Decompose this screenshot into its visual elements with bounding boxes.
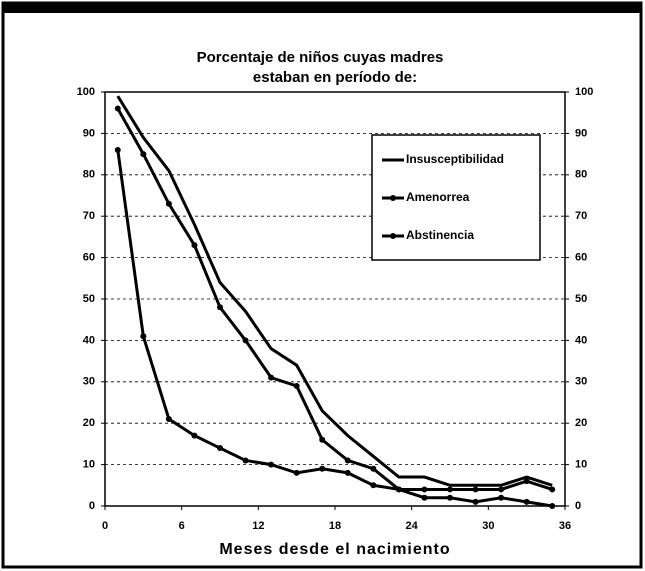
point-marker xyxy=(242,457,249,464)
point-marker xyxy=(498,494,505,501)
point-marker xyxy=(421,494,428,501)
y2-tick-label: 50 xyxy=(575,293,587,305)
point-marker xyxy=(140,333,147,340)
point-marker xyxy=(165,200,172,207)
plot-area xyxy=(104,91,566,507)
point-marker xyxy=(217,304,223,311)
top-bar xyxy=(3,3,641,13)
y-tick-label: 30 xyxy=(83,376,95,388)
point-marker xyxy=(370,482,377,489)
y-tick-label: 70 xyxy=(83,210,95,222)
point-marker xyxy=(523,498,530,505)
y-tick-label: 100 xyxy=(77,86,95,98)
y2-tick-label: 70 xyxy=(575,210,587,222)
point-marker xyxy=(114,105,121,112)
point-marker xyxy=(395,486,402,493)
point-marker xyxy=(319,436,326,443)
point-marker xyxy=(242,337,249,344)
y2-tick-label: 10 xyxy=(575,459,587,471)
point-marker xyxy=(447,486,453,493)
point-marker xyxy=(472,498,479,505)
point-marker xyxy=(191,432,198,439)
legend-marker xyxy=(390,233,396,239)
legend-label: Insusceptibilidad xyxy=(406,152,504,166)
point-marker xyxy=(344,457,351,464)
y-tick-label: 20 xyxy=(83,417,95,429)
y2-tick-label: 60 xyxy=(575,252,587,264)
x-tick-label: 36 xyxy=(559,520,571,532)
point-marker xyxy=(421,486,428,493)
legend-marker xyxy=(390,195,396,201)
series-line xyxy=(116,149,553,508)
y2-tick-label: 20 xyxy=(575,417,587,429)
x-tick-label: 18 xyxy=(329,520,341,532)
point-marker xyxy=(293,469,300,476)
chart-title: Porcentaje de niños cuyas madres xyxy=(197,49,444,66)
chart-title: estaban en período de: xyxy=(253,69,417,86)
point-marker xyxy=(523,478,530,485)
series-line xyxy=(116,95,553,487)
series-line xyxy=(116,107,553,491)
point-marker xyxy=(268,374,275,381)
point-marker xyxy=(165,416,172,423)
y2-tick-label: 90 xyxy=(575,127,587,139)
y-tick-label: 60 xyxy=(83,252,95,264)
y2-tick-label: 30 xyxy=(575,376,587,388)
point-marker xyxy=(472,486,479,493)
x-tick-label: 12 xyxy=(252,520,264,532)
x-tick-label: 0 xyxy=(102,520,108,532)
y-tick-label: 10 xyxy=(83,459,95,471)
x-axis-label: Meses desde el nacimiento xyxy=(219,541,450,558)
x-tick-label: 24 xyxy=(406,520,419,532)
point-marker xyxy=(114,146,121,153)
point-marker xyxy=(319,465,326,472)
point-marker xyxy=(140,151,147,158)
y2-tick-label: 100 xyxy=(575,86,593,98)
y2-tick-label: 0 xyxy=(575,500,581,512)
point-marker xyxy=(268,461,275,468)
point-marker xyxy=(549,503,556,509)
x-tick-label: 30 xyxy=(482,520,494,532)
point-marker xyxy=(447,494,453,501)
y-tick-label: 40 xyxy=(83,334,95,346)
y-tick-label: 90 xyxy=(83,127,95,139)
point-marker xyxy=(293,382,300,389)
point-marker xyxy=(370,465,377,472)
x-tick-label: 6 xyxy=(179,520,185,532)
legend-label: Amenorrea xyxy=(406,190,470,204)
point-marker xyxy=(217,445,223,452)
y-tick-label: 0 xyxy=(89,500,95,512)
y-tick-label: 80 xyxy=(83,169,95,181)
point-marker xyxy=(549,486,556,493)
y2-tick-label: 80 xyxy=(575,169,587,181)
y2-tick-label: 40 xyxy=(575,334,587,346)
legend-label: Abstinencia xyxy=(406,228,474,242)
point-marker xyxy=(498,486,505,493)
point-marker xyxy=(191,242,198,249)
point-marker xyxy=(344,469,351,476)
y-tick-label: 50 xyxy=(83,293,95,305)
